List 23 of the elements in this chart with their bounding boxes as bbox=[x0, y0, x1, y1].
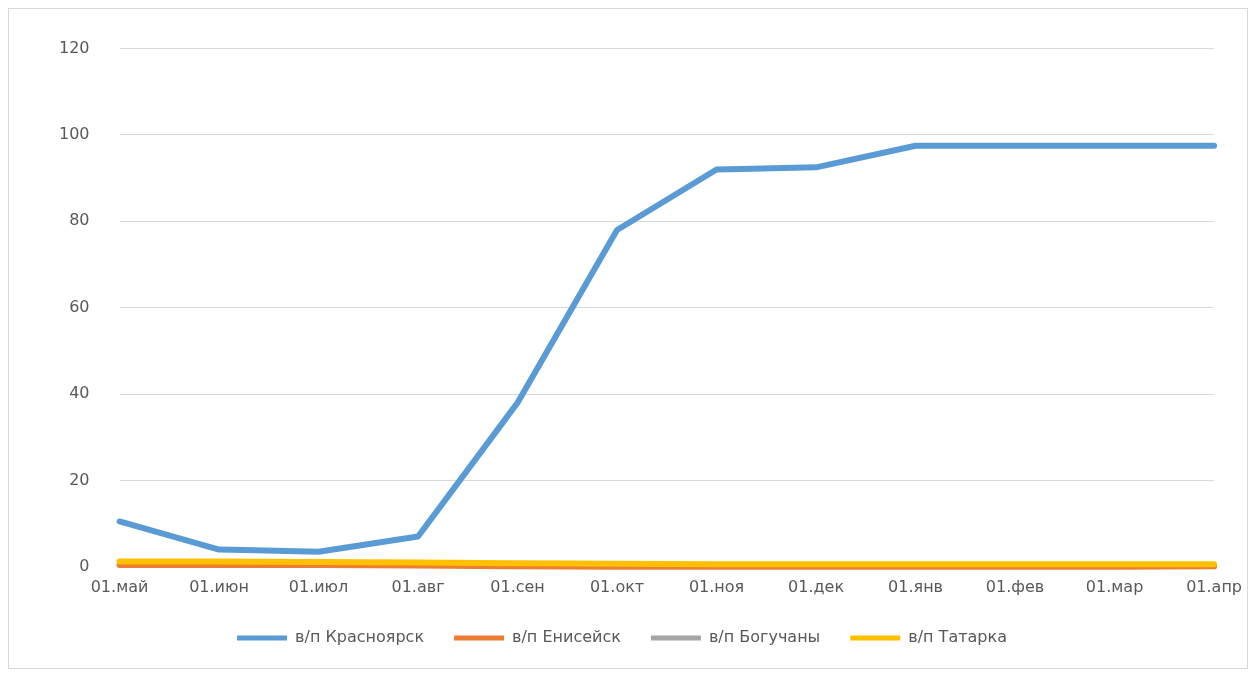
x-tick-label: 01.май bbox=[90, 576, 149, 596]
y-tick-label: 60 bbox=[69, 296, 90, 316]
legend-label: в/п Енисейск bbox=[512, 627, 622, 647]
x-tick-label: 01.апр bbox=[1186, 576, 1242, 596]
x-tick-label: 01.фев bbox=[985, 576, 1045, 596]
x-tick-label: 01.окт bbox=[589, 576, 645, 596]
x-tick-label: 01.янв bbox=[888, 576, 944, 596]
x-tick-label: 01.мар bbox=[1085, 576, 1144, 596]
legend-label: в/п Татарка bbox=[908, 627, 1007, 647]
x-tick-label: 01.авг bbox=[391, 576, 445, 596]
y-tick-label: 20 bbox=[69, 469, 90, 489]
legend-label: в/п Красноярск bbox=[295, 627, 425, 647]
x-tick-label: 01.сен bbox=[490, 576, 545, 596]
y-tick-label: 0 bbox=[79, 555, 90, 575]
y-tick-label: 100 bbox=[58, 124, 90, 144]
x-tick-label: 01.июн bbox=[189, 576, 249, 596]
x-tick-label: 01.ноя bbox=[688, 576, 745, 596]
y-tick-label: 120 bbox=[58, 37, 90, 57]
x-tick-label: 01.июл bbox=[288, 576, 349, 596]
y-tick-label: 80 bbox=[69, 210, 90, 230]
x-tick-label: 01.дек bbox=[788, 576, 845, 596]
legend-label: в/п Богучаны bbox=[708, 627, 821, 647]
y-tick-label: 40 bbox=[69, 383, 90, 403]
